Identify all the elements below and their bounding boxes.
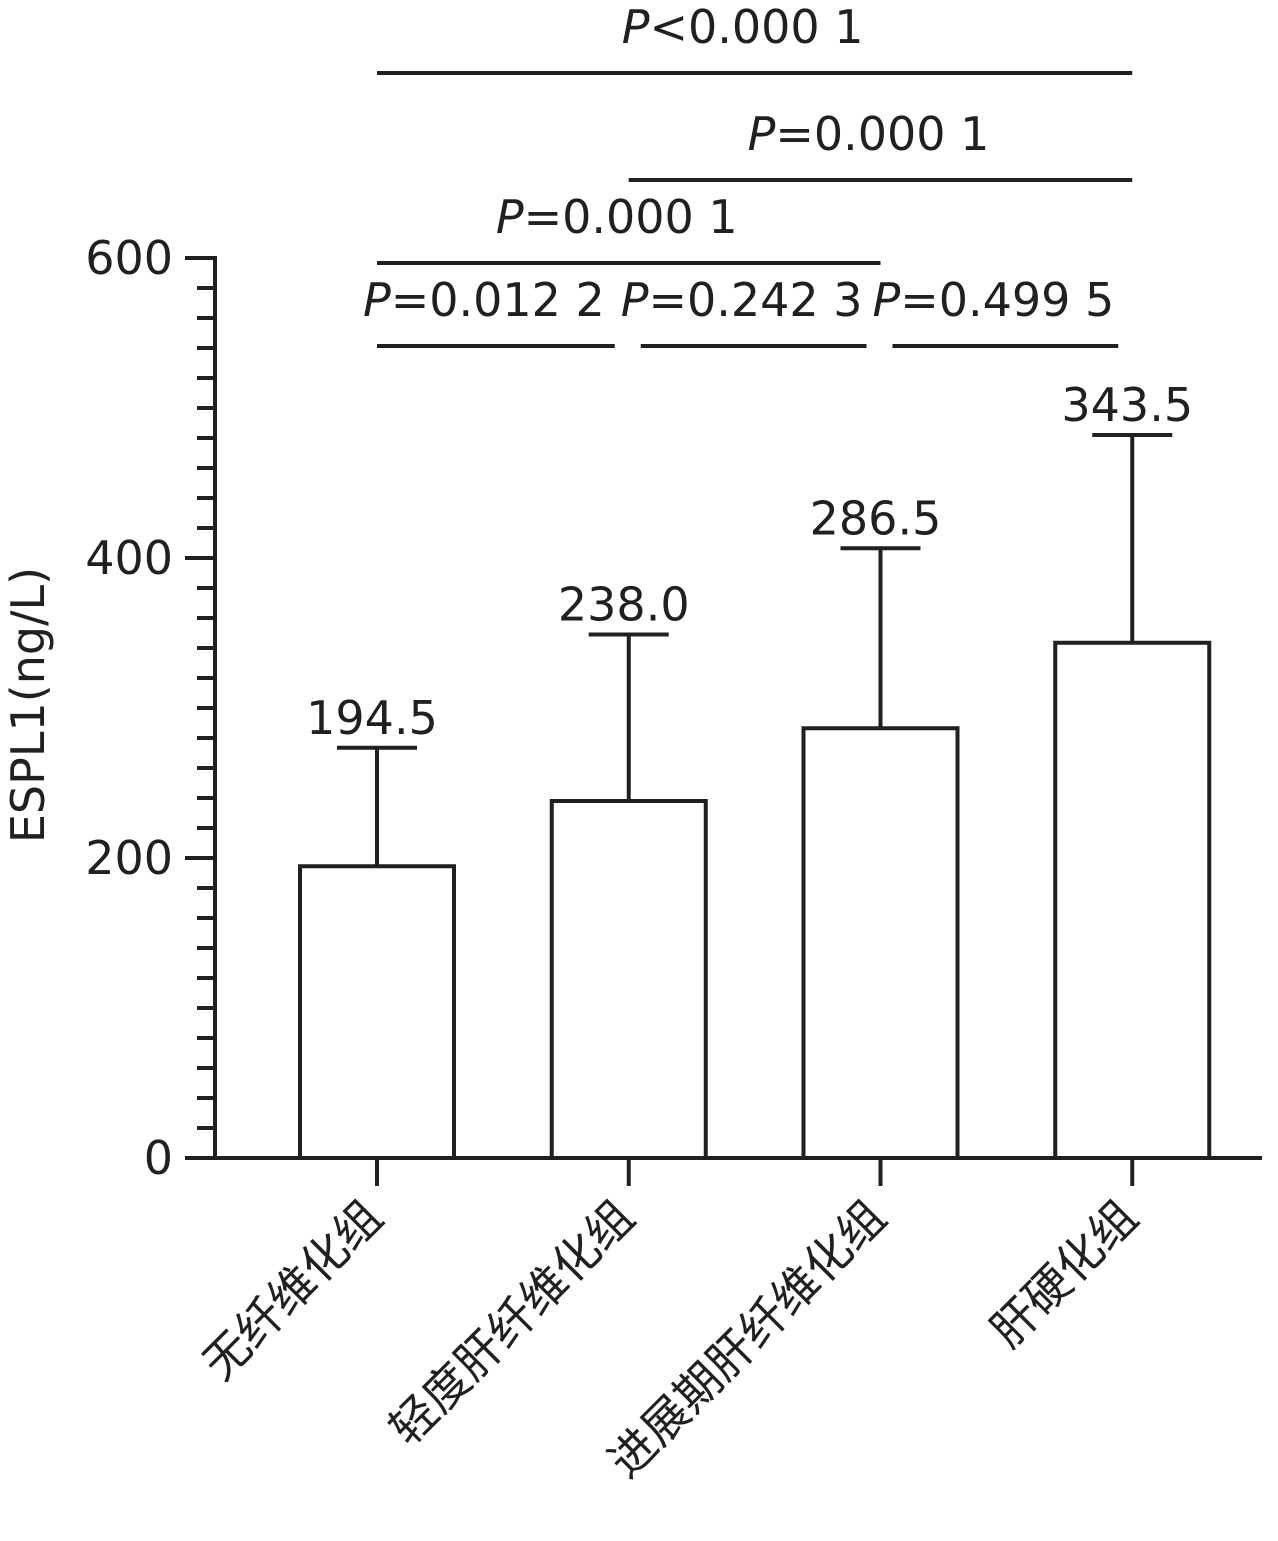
significance-label: P=0.499 5 (872, 273, 1114, 327)
y-tick-label: 400 (85, 531, 173, 585)
y-tick-label: 200 (85, 831, 173, 885)
x-tick-label: 进展期肝纤维化组 (598, 1190, 896, 1488)
significance-label: P=0.012 2 (363, 273, 605, 327)
y-axis-label: ESPL1(ng/L) (1, 567, 55, 843)
x-tick-label: 肝硬化组 (980, 1190, 1148, 1358)
x-tick-label: 轻度肝纤维化组 (379, 1190, 645, 1456)
x-tick-label: 无纤维化组 (192, 1190, 393, 1391)
value-label: 194.5 (306, 691, 438, 745)
y-tick-label: 600 (85, 231, 173, 285)
bar (801, 726, 960, 1160)
significance-label: P=0.242 3 (621, 273, 863, 327)
bar (1053, 640, 1212, 1160)
bar (298, 864, 456, 1160)
bar (549, 799, 708, 1160)
significance-label: P=0.000 1 (496, 190, 738, 244)
y-tick-label: 0 (144, 1131, 173, 1185)
value-label: 286.5 (810, 491, 942, 545)
significance-label: P<0.000 1 (622, 0, 864, 54)
value-label: 343.5 (1061, 378, 1193, 432)
value-label: 238.0 (558, 578, 690, 632)
significance-label: P=0.000 1 (748, 107, 990, 161)
